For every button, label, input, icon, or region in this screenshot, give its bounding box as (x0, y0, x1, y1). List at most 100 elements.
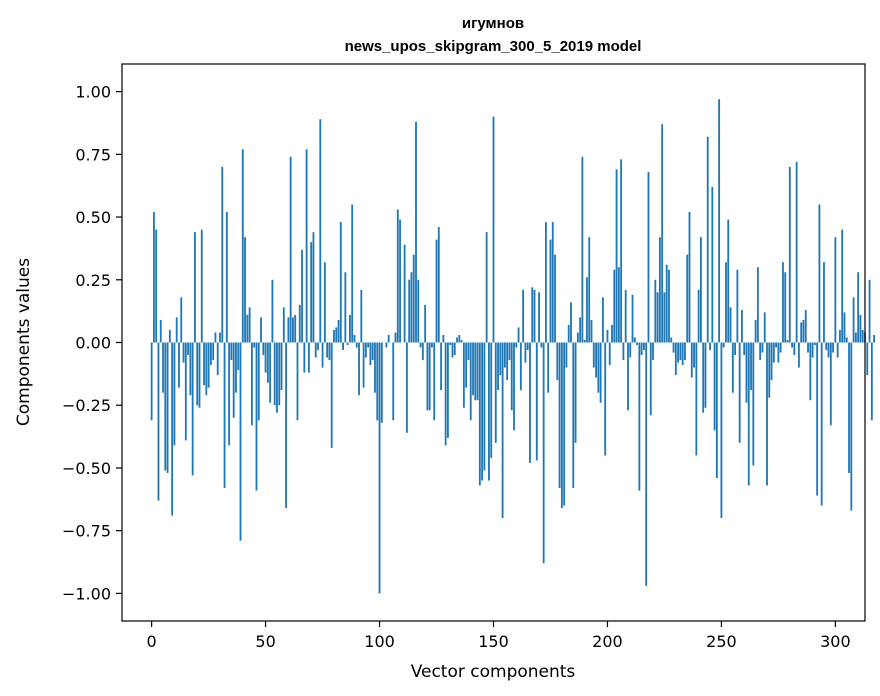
bar-154 (501, 342, 504, 519)
bar-20 (196, 342, 199, 406)
y-tick-label: 1.00 (75, 83, 111, 102)
bar-245 (709, 342, 711, 351)
bar-112 (405, 342, 408, 433)
bar-191 (586, 277, 588, 343)
bar-94 (364, 342, 367, 358)
bar-145 (481, 342, 484, 481)
bar-50 (264, 342, 267, 373)
y-tick-label: −0.25 (62, 396, 111, 415)
bar-310 (857, 272, 860, 343)
bar-216 (643, 342, 645, 351)
bar-277 (782, 262, 784, 343)
bar-12 (178, 342, 180, 388)
bar-170 (538, 292, 540, 343)
bar-174 (547, 342, 550, 393)
bar-292 (816, 342, 819, 496)
bar-293 (818, 204, 821, 343)
bar-140 (469, 342, 472, 421)
bar-48 (260, 317, 262, 343)
bar-171 (540, 342, 543, 348)
bar-61 (289, 156, 292, 343)
bar-32 (223, 342, 226, 489)
bar-46 (255, 342, 258, 491)
bar-309 (854, 332, 857, 343)
bar-82 (337, 319, 340, 343)
bar-129 (444, 342, 447, 446)
bar-192 (588, 237, 591, 343)
bar-268 (761, 342, 764, 353)
chart-subtitle: news_upos_skipgram_300_5_2019 model (345, 38, 642, 55)
bar-178 (556, 342, 559, 381)
bar-213 (636, 342, 638, 346)
bar-300 (834, 237, 837, 343)
y-axis-label: Components values (14, 258, 34, 426)
bar-259 (741, 309, 743, 343)
bar-305 (845, 337, 848, 343)
bar-22 (200, 229, 203, 343)
bar-45 (253, 342, 256, 348)
bar-188 (579, 317, 582, 343)
bar-118 (419, 342, 422, 348)
bar-200 (606, 329, 609, 343)
bar-64 (296, 342, 299, 421)
y-axis-ticks: 1.00 0.75 0.50 0.25 0.00 −0.25 −0.50 −0.75 −1.00 (62, 83, 122, 603)
bar-36 (232, 342, 235, 418)
bar-157 (508, 342, 511, 361)
bar-120 (424, 304, 427, 343)
bar-220 (652, 342, 654, 361)
bar-84 (342, 342, 344, 351)
bar-295 (823, 262, 825, 343)
bar-148 (488, 342, 490, 481)
bar-224 (661, 124, 664, 343)
bar-297 (827, 342, 830, 358)
bar-43 (248, 307, 251, 343)
bar-7 (166, 342, 169, 473)
bar-130 (447, 342, 449, 438)
bar-60 (287, 317, 290, 343)
bar-269 (763, 312, 766, 343)
bar-8 (168, 329, 171, 343)
bar-83 (339, 222, 342, 343)
bar-285 (800, 322, 803, 343)
bar-88 (351, 204, 354, 343)
bar-90 (355, 342, 358, 348)
bar-275 (777, 342, 780, 363)
bar-28 (214, 332, 217, 343)
bars-group (150, 99, 876, 594)
bar-159 (513, 342, 515, 431)
bar-116 (415, 121, 417, 343)
bar-42 (246, 314, 249, 343)
bar-104 (387, 334, 390, 343)
bar-68 (305, 149, 308, 343)
bar-152 (497, 342, 499, 391)
bar-193 (590, 319, 593, 343)
bar-150 (492, 116, 495, 343)
bar-252 (725, 262, 727, 343)
bar-23 (203, 342, 205, 386)
bar-260 (743, 342, 746, 356)
bar-229 (672, 342, 675, 353)
bar-30 (219, 332, 221, 343)
bar-14 (182, 342, 185, 363)
bar-234 (684, 342, 686, 361)
bar-77 (326, 342, 329, 358)
bar-283 (795, 161, 798, 343)
bar-211 (631, 294, 634, 343)
bar-35 (230, 342, 233, 361)
y-tick-label: 0.25 (75, 271, 111, 290)
bar-248 (715, 342, 718, 478)
bar-139 (467, 342, 470, 361)
bar-3 (157, 342, 160, 501)
bar-33 (225, 212, 228, 343)
x-axis-ticks: 0 50 100 150 200 250 300 (147, 621, 851, 651)
bar-264 (752, 342, 755, 466)
bar-40 (241, 149, 244, 343)
bar-108 (396, 209, 399, 343)
bar-96 (369, 342, 372, 366)
bar-114 (410, 272, 413, 343)
bar-181 (563, 342, 566, 506)
bar-47 (257, 342, 260, 421)
bar-41 (244, 237, 246, 343)
bar-250 (720, 342, 723, 519)
bar-134 (456, 337, 458, 343)
